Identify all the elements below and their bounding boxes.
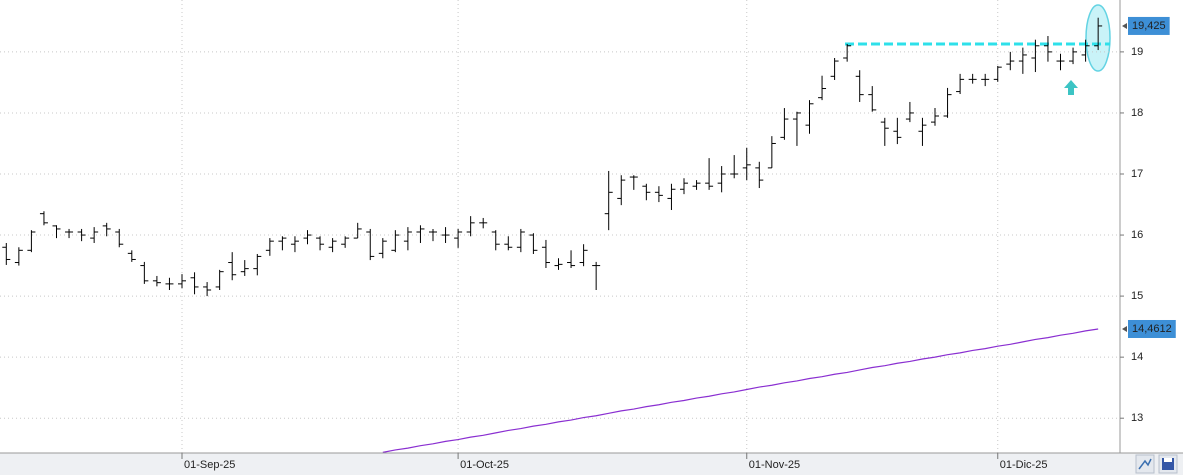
x-axis-strip: [0, 453, 1183, 475]
zoom-button[interactable]: [1135, 454, 1155, 474]
y-tick-label: 13: [1131, 412, 1143, 424]
x-tick-label: 01-Sep-25: [184, 459, 235, 471]
x-tick-label: 01-Nov-25: [749, 459, 800, 471]
x-tick-label: 01-Oct-25: [460, 459, 509, 471]
toolbar[interactable]: [1135, 454, 1178, 474]
x-tick-label: 01-Dic-25: [1000, 459, 1048, 471]
price-label-box: [1128, 16, 1170, 35]
y-tick-label: 19: [1131, 46, 1143, 58]
y-tick-label: 15: [1131, 290, 1143, 302]
y-tick-label: 14: [1131, 351, 1143, 363]
price-label: 19,425: [1132, 20, 1166, 32]
plot-area: [0, 0, 1120, 453]
price-pointer: [1122, 22, 1127, 29]
y-tick-label: 16: [1131, 229, 1143, 241]
up-arrow: [1064, 80, 1078, 95]
moving-average-line: [382, 328, 1099, 453]
price-label: 14,4612: [1132, 323, 1172, 335]
y-tick-label: 17: [1131, 168, 1143, 180]
price-pointer: [1122, 325, 1127, 332]
price-label-box: [1128, 319, 1176, 338]
zoom-icon: [1138, 458, 1152, 470]
y-tick-label: 18: [1131, 107, 1143, 119]
save-icon-label: [1164, 458, 1172, 462]
